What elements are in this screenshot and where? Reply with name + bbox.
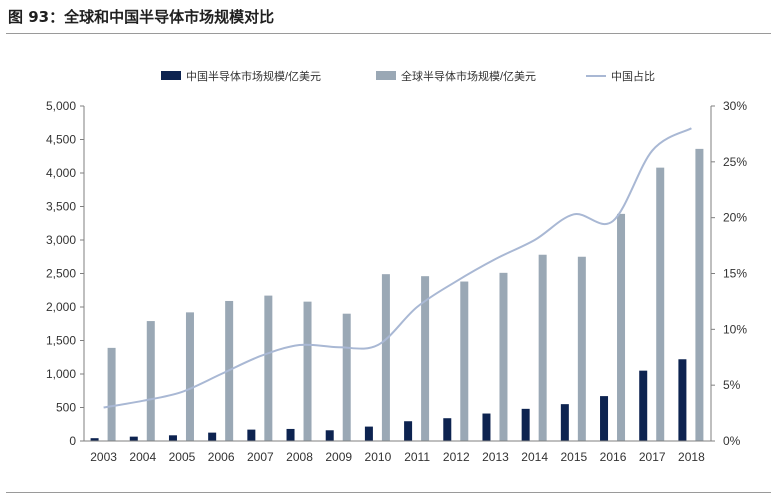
left-tick-label: 0 [69,434,76,448]
top-divider [6,33,771,34]
left-tick-label: 3,500 [46,200,76,214]
left-tick-label: 3,000 [46,233,76,247]
bar-global-2012 [460,281,469,441]
x-tick-label: 2007 [247,450,274,464]
legend-swatch-global [376,71,396,80]
bar-china-2016 [600,396,609,441]
legend-label-share: 中国占比 [611,69,655,83]
x-tick-label: 2004 [129,450,156,464]
bar-china-2008 [286,428,295,441]
bar-global-2018 [695,148,704,441]
bars-group [90,148,704,441]
left-tick-label: 4,500 [46,133,76,147]
right-axis: 0% 5% 10% 15% 20% 25% 30% [710,99,747,448]
bar-global-2016 [617,213,626,441]
x-tick-label: 2015 [560,450,587,464]
bottom-divider [6,492,771,493]
bar-china-2004 [129,436,138,441]
bar-global-2005 [185,312,194,441]
x-tick-label: 2009 [325,450,352,464]
right-tick-label: 15% [723,267,747,281]
legend-label-china: 中国半导体市场规模/亿美元 [186,69,321,83]
bar-china-2012 [443,418,452,441]
bar-china-2011 [404,421,413,441]
left-tick-label: 5,000 [46,99,76,113]
bar-china-2015 [560,404,569,441]
bar-china-2018 [678,359,687,441]
legend-swatch-china [161,71,181,80]
bar-china-2014 [521,408,530,441]
bar-global-2004 [146,321,155,441]
x-tick-label: 2006 [208,450,235,464]
x-tick-label: 2005 [169,450,196,464]
bar-china-2013 [482,413,491,441]
right-tick-label: 10% [723,322,747,336]
bar-china-2017 [639,370,648,441]
bar-china-2005 [168,435,177,441]
x-tick-label: 2013 [482,450,509,464]
legend: 中国半导体市场规模/亿美元 全球半导体市场规模/亿美元 中国占比 [161,69,655,83]
bar-china-2010 [364,426,373,441]
right-tick-label: 25% [723,155,747,169]
bar-china-2003 [90,438,99,441]
bar-china-2009 [325,430,334,441]
x-tick-label: 2016 [600,450,627,464]
x-tick-label: 2018 [678,450,705,464]
bar-global-2013 [499,272,508,441]
left-tick-label: 2,500 [46,267,76,281]
bar-global-2015 [577,256,586,441]
x-tick-label: 2011 [404,450,430,464]
right-tick-label: 0% [723,434,741,448]
legend-label-global: 全球半导体市场规模/亿美元 [401,69,536,83]
bar-china-2006 [208,432,217,441]
chart-title: 图 93：全球和中国半导体市场规模对比 [8,8,275,26]
bar-global-2011 [421,276,430,441]
x-axis: 2003 2004 2005 2006 2007 2008 2009 2010 2011 2012… [84,440,711,464]
left-tick-label: 2,000 [46,300,76,314]
x-tick-label: 2010 [365,450,392,464]
right-tick-label: 20% [723,211,747,225]
right-tick-label: 30% [723,99,747,113]
left-tick-label: 1,000 [46,367,76,381]
bar-global-2008 [303,301,312,441]
bar-global-2017 [656,167,665,441]
line-group [103,127,692,409]
x-tick-label: 2003 [90,450,117,464]
x-tick-label: 2008 [286,450,313,464]
bar-global-2010 [381,274,390,441]
bar-global-2003 [107,347,116,441]
bar-global-2009 [342,313,351,441]
bar-global-2014 [538,254,547,441]
left-axis: 0 500 1,000 1,500 2,000 2,500 3,000 3,500 4,000 4… [46,99,85,448]
x-tick-label: 2014 [521,450,548,464]
left-tick-label: 500 [56,401,76,415]
x-tick-label: 2017 [639,450,666,464]
left-tick-label: 4,000 [46,166,76,180]
line-china-share [103,127,692,409]
x-tick-label: 2012 [443,450,470,464]
bar-global-2007 [264,295,273,441]
right-tick-label: 5% [723,378,741,392]
left-tick-label: 1,500 [46,334,76,348]
bar-china-2007 [247,429,256,441]
